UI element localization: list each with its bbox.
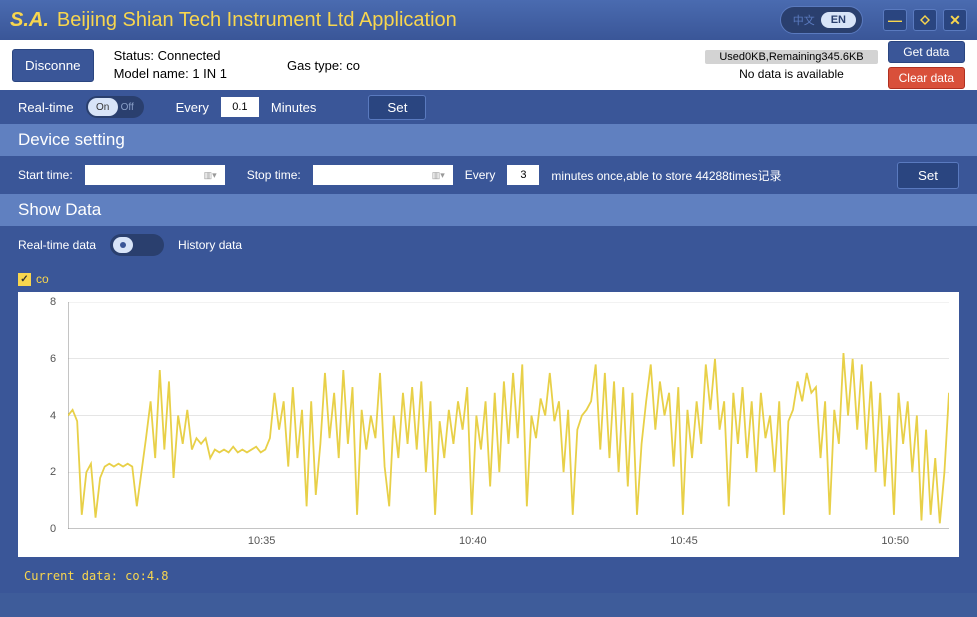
gas-type-label: Gas type: co bbox=[287, 58, 360, 73]
close-button[interactable]: ✕ bbox=[943, 9, 967, 31]
device-set-button[interactable]: Set bbox=[897, 162, 959, 189]
logo: S.A. bbox=[10, 9, 49, 32]
app-title: Beijing Shian Tech Instrument Ltd Applic… bbox=[57, 9, 780, 32]
chart-svg bbox=[68, 302, 949, 529]
realtime-data-label: Real-time data bbox=[18, 238, 96, 252]
start-time-value: 2013-11-27 10:50 bbox=[93, 168, 187, 182]
status-label: Status: Connected bbox=[114, 47, 227, 65]
stop-time-input[interactable]: 2013-11-27 10:50 ▥▾ bbox=[313, 165, 453, 185]
show-data-header: Show Data bbox=[0, 194, 977, 226]
every-label-2: Every bbox=[465, 168, 496, 182]
language-toggle[interactable]: 中文 EN bbox=[780, 6, 863, 34]
dropdown-icon: ▥▾ bbox=[204, 170, 217, 181]
clear-data-button[interactable]: Clear data bbox=[888, 67, 965, 89]
start-time-label: Start time: bbox=[18, 168, 73, 182]
lang-en-label: EN bbox=[821, 12, 856, 28]
lang-cn-label: 中文 bbox=[787, 10, 821, 30]
store-text: minutes once,able to store 44288times记录 bbox=[551, 167, 781, 184]
stop-time-label: Stop time: bbox=[247, 168, 301, 182]
no-data-label: No data is available bbox=[739, 67, 844, 81]
titlebar: S.A. Beijing Shian Tech Instrument Ltd A… bbox=[0, 0, 977, 40]
show-data-row: Real-time data History data bbox=[0, 226, 977, 264]
dropdown-icon: ▥▾ bbox=[432, 170, 445, 181]
every-label: Every bbox=[176, 100, 209, 115]
data-mode-toggle[interactable] bbox=[110, 234, 164, 256]
disconnect-button[interactable]: Disconne bbox=[12, 49, 94, 82]
realtime-toggle[interactable]: On Off bbox=[86, 96, 144, 118]
model-label: Model name: 1 IN 1 bbox=[114, 65, 227, 83]
co-checkbox[interactable]: ✓ bbox=[18, 273, 31, 286]
start-time-input[interactable]: 2013-11-27 10:50 ▥▾ bbox=[85, 165, 225, 185]
memory-usage: Used0KB,Remaining345.6KB bbox=[705, 50, 877, 64]
minutes-label: Minutes bbox=[271, 100, 317, 115]
toggle-off-label: Off bbox=[121, 102, 134, 113]
chart-legend: ✓ co bbox=[18, 272, 959, 286]
realtime-row: Real-time On Off Every Minutes Set bbox=[0, 90, 977, 124]
device-setting-row: Start time: 2013-11-27 10:50 ▥▾ Stop tim… bbox=[0, 156, 977, 194]
realtime-set-button[interactable]: Set bbox=[368, 95, 426, 120]
history-data-label: History data bbox=[178, 238, 242, 252]
stop-time-value: 2013-11-27 10:50 bbox=[321, 168, 415, 182]
connection-status-block: Status: Connected Model name: 1 IN 1 bbox=[114, 47, 227, 83]
chart-box: 0246810:3510:4010:4510:50 bbox=[18, 292, 959, 557]
legend-co-label: co bbox=[36, 272, 49, 286]
toggle-on-label: On bbox=[88, 98, 118, 116]
get-data-button[interactable]: Get data bbox=[888, 41, 965, 63]
maximize-button[interactable] bbox=[913, 9, 937, 31]
status-bar: Disconne Status: Connected Model name: 1… bbox=[0, 40, 977, 90]
device-setting-header: Device setting bbox=[0, 124, 977, 156]
memory-block: Used0KB,Remaining345.6KB No data is avai… bbox=[705, 50, 877, 81]
interval-input[interactable] bbox=[221, 97, 259, 117]
minimize-button[interactable]: — bbox=[883, 9, 907, 31]
realtime-label: Real-time bbox=[18, 100, 74, 115]
chart-area: ✓ co 0246810:3510:4010:4510:50 bbox=[0, 264, 977, 565]
footer: Current data: co:4.8 bbox=[0, 565, 977, 593]
every-input[interactable] bbox=[507, 165, 539, 185]
